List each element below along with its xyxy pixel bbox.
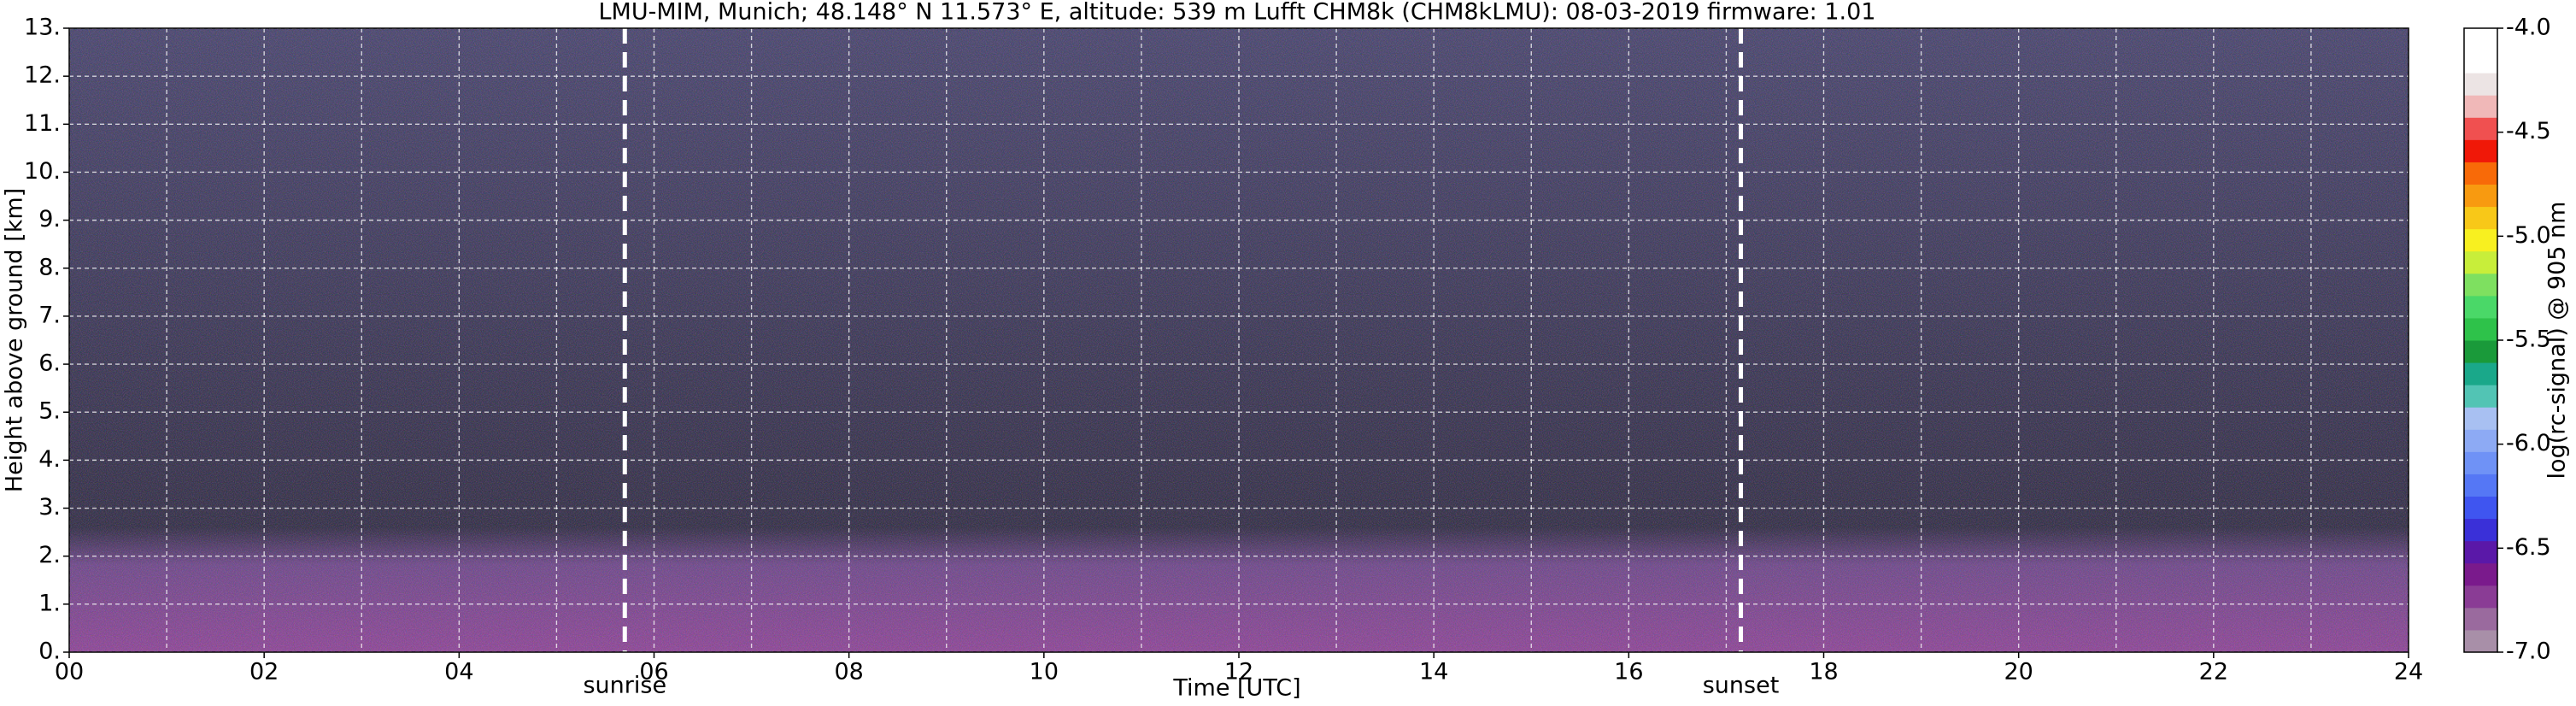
colorbar-segment <box>2464 50 2497 74</box>
colorbar-tick-label: -4.5 <box>2506 118 2551 144</box>
colorbar-segment <box>2464 451 2497 474</box>
colorbar-segment <box>2464 250 2497 274</box>
colorbar-segment <box>2464 629 2497 653</box>
colorbar-tick-label: -5.0 <box>2506 222 2551 249</box>
colorbar-segment <box>2464 607 2497 631</box>
x-tick-label: 20 <box>2004 659 2033 685</box>
y-tick-label: 2. <box>38 542 61 568</box>
colorbar-segment <box>2464 139 2497 162</box>
colorbar-segment <box>2464 340 2497 363</box>
x-tick-label: 12 <box>1224 659 1253 685</box>
colorbar-segment <box>2464 474 2497 497</box>
y-tick-label: 8. <box>38 254 61 280</box>
y-tick-label: 3. <box>38 494 61 521</box>
colorbar-segment <box>2464 184 2497 208</box>
y-tick-label: 9. <box>38 206 61 232</box>
chart-title: LMU-MIM, Munich; 48.148° N 11.573° E, al… <box>599 0 1876 26</box>
x-tick-label: 10 <box>1030 659 1059 685</box>
colorbar-segment <box>2464 385 2497 408</box>
colorbar-segment <box>2464 162 2497 185</box>
y-tick-label: 10. <box>24 158 61 185</box>
colorbar-segment <box>2464 585 2497 609</box>
x-tick-label: 02 <box>249 659 279 685</box>
colorbar-segment <box>2464 362 2497 385</box>
y-tick-label: 7. <box>38 302 61 328</box>
colorbar-label: log(rc-signal) @ 905 nm <box>2544 202 2571 479</box>
y-tick-label: 6. <box>38 350 61 377</box>
colorbar-tick-label: -7.0 <box>2506 638 2551 665</box>
y-tick-label: 4. <box>38 446 61 473</box>
x-tick-label: 14 <box>1419 659 1448 685</box>
colorbar-segment <box>2464 295 2497 319</box>
colorbar-tick-label: -6.0 <box>2506 430 2551 456</box>
colorbar-segment <box>2464 562 2497 586</box>
y-tick-label: 12. <box>24 62 61 89</box>
colorbar-segment <box>2464 496 2497 520</box>
colorbar-segment <box>2464 28 2497 51</box>
colorbar-segment <box>2464 540 2497 564</box>
y-tick-label: 1. <box>38 590 61 616</box>
colorbar-segment <box>2464 429 2497 452</box>
event-label: sunset <box>1703 673 1780 699</box>
colorbar-segment <box>2464 273 2497 297</box>
colorbar-segment <box>2464 95 2497 118</box>
x-tick-label: 08 <box>834 659 863 685</box>
colorbar-segment <box>2464 73 2497 96</box>
x-tick-label: 16 <box>1614 659 1643 685</box>
y-axis-label: Height above ground [km] <box>2 188 28 492</box>
x-tick-label: 00 <box>55 659 84 685</box>
colorbar-segment <box>2464 518 2497 542</box>
x-tick-label: 18 <box>1809 659 1838 685</box>
colorbar-tick-label: -4.0 <box>2506 15 2551 41</box>
x-tick-label: 04 <box>444 659 473 685</box>
colorbar-segment <box>2464 317 2497 341</box>
colorbar-segment <box>2464 407 2497 430</box>
x-tick-label: 24 <box>2394 659 2423 685</box>
colorbar-tick-label: -6.5 <box>2506 534 2551 561</box>
y-tick-label: 13. <box>24 15 61 41</box>
x-tick-label: 06 <box>639 659 668 685</box>
x-axis-label: Time [UTC] <box>1172 675 1300 702</box>
x-tick-label: 22 <box>2199 659 2228 685</box>
colorbar-segment <box>2464 117 2497 140</box>
y-tick-label: 11. <box>24 110 61 137</box>
plot-frame <box>68 27 2409 653</box>
y-tick-label: 5. <box>38 398 61 425</box>
colorbar-tick-label: -5.5 <box>2506 327 2551 353</box>
colorbar-segment <box>2464 206 2497 230</box>
event-label: sunrise <box>583 673 666 699</box>
y-tick-label: 0. <box>38 638 61 665</box>
colorbar-segment <box>2464 228 2497 252</box>
